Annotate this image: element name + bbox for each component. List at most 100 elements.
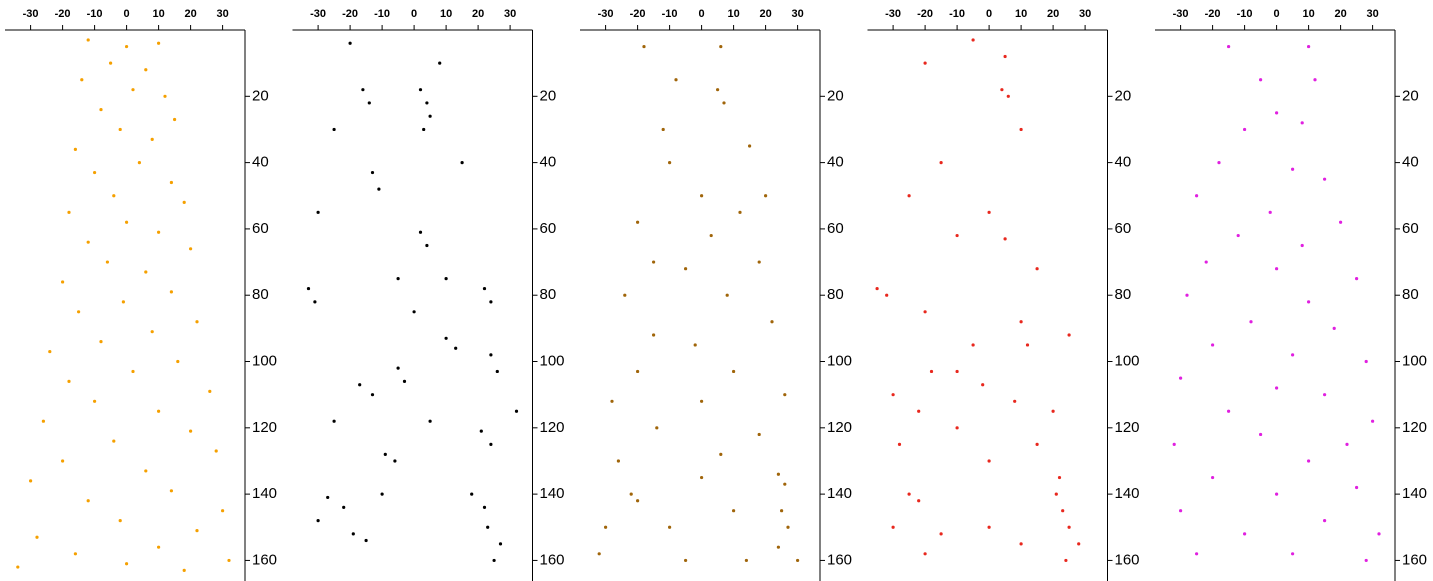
y-tick-label: 140: [1402, 485, 1427, 502]
x-tick-label: 30: [791, 8, 803, 20]
point: [460, 161, 464, 165]
point: [380, 492, 384, 496]
point: [1185, 293, 1189, 297]
point: [604, 525, 608, 529]
x-tick-label: 20: [1334, 8, 1346, 20]
point: [112, 439, 116, 443]
point: [221, 509, 225, 513]
point: [118, 127, 122, 132]
point: [182, 200, 186, 204]
point: [1211, 475, 1215, 480]
point: [1057, 475, 1062, 480]
point: [41, 419, 46, 423]
y-tick-label: 60: [1402, 220, 1419, 237]
point: [616, 459, 621, 463]
y-tick-label: 60: [540, 220, 557, 237]
point: [1355, 485, 1359, 490]
point: [482, 505, 487, 509]
point: [492, 558, 496, 563]
point: [125, 562, 129, 566]
point: [722, 101, 726, 105]
point: [189, 247, 193, 251]
point: [1300, 243, 1304, 248]
point: [332, 419, 336, 423]
y-tick-label: 40: [540, 154, 557, 171]
point: [1275, 111, 1279, 115]
point: [923, 552, 927, 556]
point: [764, 194, 768, 198]
point: [684, 558, 688, 563]
point: [1275, 492, 1279, 496]
point: [1243, 532, 1247, 536]
point: [636, 369, 640, 374]
point: [1217, 161, 1221, 165]
point: [105, 260, 109, 264]
x-tick-label: -20: [630, 8, 646, 20]
point: [370, 393, 375, 397]
x-tick-label: -10: [374, 8, 390, 20]
point: [929, 369, 934, 374]
point: [907, 194, 911, 198]
y-tick-label: 140: [540, 485, 565, 502]
y-tick-label: 120: [1402, 419, 1427, 436]
y-tick-label: 160: [1115, 551, 1140, 568]
y-tick-label: 80: [1402, 286, 1419, 303]
point: [738, 210, 742, 214]
point: [121, 300, 125, 304]
point: [757, 260, 761, 264]
point: [428, 114, 432, 118]
point: [402, 379, 407, 384]
point: [144, 68, 148, 72]
point: [987, 210, 991, 214]
point: [716, 88, 720, 92]
point: [306, 286, 311, 291]
y-tick-label: 20: [540, 87, 557, 104]
point: [137, 161, 141, 165]
point: [1236, 233, 1240, 238]
point: [383, 452, 387, 456]
point: [1307, 300, 1311, 304]
point: [86, 38, 90, 42]
point: [1332, 326, 1336, 330]
y-tick-label: 120: [252, 419, 277, 436]
point: [131, 88, 135, 92]
point: [112, 194, 116, 198]
point: [1061, 509, 1065, 513]
point: [987, 525, 991, 529]
point: [668, 161, 672, 165]
point: [157, 545, 161, 549]
point: [77, 310, 81, 314]
point: [208, 389, 212, 393]
point: [150, 137, 154, 141]
point: [1249, 320, 1253, 324]
point: [636, 499, 640, 503]
point: [93, 170, 97, 175]
y-tick-label: 80: [540, 286, 557, 303]
point: [1377, 532, 1381, 536]
point: [358, 383, 362, 387]
point: [636, 220, 640, 224]
y-tick-label: 160: [252, 551, 277, 568]
point: [1195, 552, 1199, 556]
y-tick-label: 140: [827, 485, 852, 502]
point: [776, 472, 781, 476]
point: [748, 144, 752, 148]
point: [157, 41, 161, 45]
point: [367, 101, 371, 105]
x-tick-label: -20: [55, 8, 71, 20]
point: [425, 101, 429, 105]
point: [1291, 353, 1295, 357]
y-tick-label: 60: [1115, 220, 1132, 237]
point: [652, 333, 656, 337]
x-tick-label: 20: [184, 8, 196, 20]
x-tick-label: 20: [1047, 8, 1059, 20]
y-tick-label: 40: [1402, 154, 1419, 171]
point: [1179, 509, 1183, 513]
point: [693, 343, 697, 347]
point: [470, 492, 474, 496]
point: [652, 260, 656, 264]
point: [131, 369, 135, 374]
point: [1003, 237, 1007, 241]
y-tick-label: 100: [540, 352, 565, 369]
